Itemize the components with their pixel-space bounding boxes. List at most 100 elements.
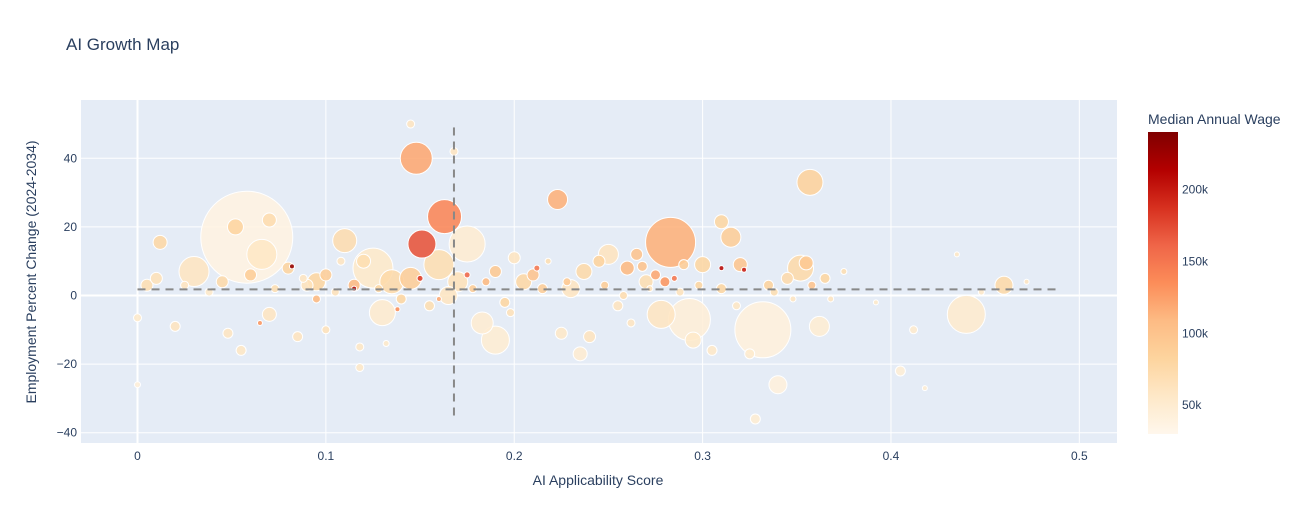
data-point: [583, 330, 597, 344]
data-point: [261, 306, 277, 322]
data-point: [438, 286, 458, 306]
data-point: [178, 256, 210, 287]
data-point: [321, 325, 331, 335]
x-tick-label: 0.3: [694, 449, 711, 463]
data-point: [827, 295, 835, 303]
data-point: [399, 141, 433, 175]
data-point: [244, 268, 258, 282]
data-point: [554, 326, 568, 340]
y-tick-label: −20: [57, 357, 78, 371]
data-point: [645, 216, 697, 268]
y-tick-label: 20: [64, 220, 78, 234]
x-axis-title: AI Applicability Score: [533, 472, 664, 488]
data-point: [562, 277, 572, 287]
colorbar-ticks: 50k 100k 150k 200k: [1182, 183, 1209, 413]
data-point: [423, 300, 435, 312]
data-point: [780, 271, 794, 285]
data-point: [544, 257, 552, 265]
data-point: [618, 291, 628, 301]
x-axis-ticks: 0 0.1 0.2 0.3 0.4 0.5: [134, 449, 1088, 463]
data-point: [336, 256, 346, 266]
data-point: [946, 294, 986, 334]
data-point: [600, 280, 610, 290]
data-point: [718, 265, 725, 272]
data-point: [435, 295, 442, 302]
data-point: [592, 254, 606, 268]
data-point: [684, 331, 702, 349]
data-point: [256, 319, 263, 326]
data-point: [180, 280, 190, 290]
x-tick-label: 0.4: [883, 449, 900, 463]
data-point: [355, 342, 365, 352]
data-point: [140, 278, 154, 292]
data-point: [298, 273, 308, 283]
data-point: [694, 280, 704, 290]
data-point: [749, 413, 761, 425]
data-point: [921, 385, 928, 392]
data-point: [311, 294, 321, 304]
y-tick-label: 40: [64, 151, 78, 165]
data-point: [416, 274, 424, 282]
reference-lines: [137, 127, 1061, 419]
y-tick-label: −40: [57, 426, 78, 440]
data-point: [650, 269, 662, 281]
data-point: [235, 344, 247, 356]
data-point: [395, 293, 407, 305]
data-point: [481, 277, 491, 287]
data-point: [200, 190, 294, 284]
colorbar: [1148, 132, 1178, 434]
x-tick-label: 0.5: [1071, 449, 1088, 463]
data-point: [675, 287, 685, 297]
data-point: [619, 260, 635, 276]
data-point: [423, 249, 455, 281]
data-point: [133, 313, 143, 323]
data-point: [149, 271, 163, 285]
data-point: [356, 253, 372, 269]
data-point: [448, 225, 486, 263]
data-point: [909, 325, 919, 335]
data-point: [732, 301, 742, 311]
data-point: [872, 299, 879, 306]
data-point: [678, 259, 690, 271]
data-point: [741, 266, 748, 273]
data-point: [953, 251, 960, 258]
scatter-points: [133, 119, 1030, 425]
data-point: [407, 229, 437, 259]
data-point: [612, 300, 624, 312]
data-point: [447, 271, 469, 293]
data-point: [706, 344, 718, 356]
data-point: [670, 274, 678, 282]
colorbar-title: Median Annual Wage: [1148, 111, 1281, 127]
y-axis-ticks: −40 −20 0 20 40: [57, 151, 78, 439]
data-point: [646, 299, 676, 329]
y-tick-label: 0: [70, 289, 77, 303]
data-point: [694, 256, 712, 274]
x-tick-label: 0.2: [506, 449, 523, 463]
y-axis-title: Employment Percent Change (2024-2034): [23, 140, 39, 403]
colorbar-tick-label: 200k: [1182, 183, 1209, 197]
data-point: [659, 276, 671, 288]
data-point: [636, 260, 648, 272]
data-point: [819, 272, 831, 284]
data-point: [507, 251, 521, 265]
data-point: [215, 275, 229, 289]
data-point: [526, 268, 540, 282]
data-point: [789, 295, 797, 303]
data-point: [134, 381, 142, 389]
data-point: [394, 306, 401, 313]
data-point: [427, 199, 463, 235]
colorbar-tick-label: 100k: [1182, 326, 1209, 340]
data-point: [406, 119, 416, 129]
data-point: [713, 214, 729, 230]
data-point: [808, 315, 830, 337]
data-point: [355, 363, 365, 373]
data-point: [226, 218, 244, 236]
data-point: [222, 327, 234, 339]
data-point: [734, 301, 792, 359]
data-point: [488, 265, 502, 278]
data-point: [626, 318, 636, 328]
colorbar-tick-label: 150k: [1182, 254, 1209, 268]
x-tick-label: 0.1: [318, 449, 335, 463]
data-point: [480, 325, 510, 355]
